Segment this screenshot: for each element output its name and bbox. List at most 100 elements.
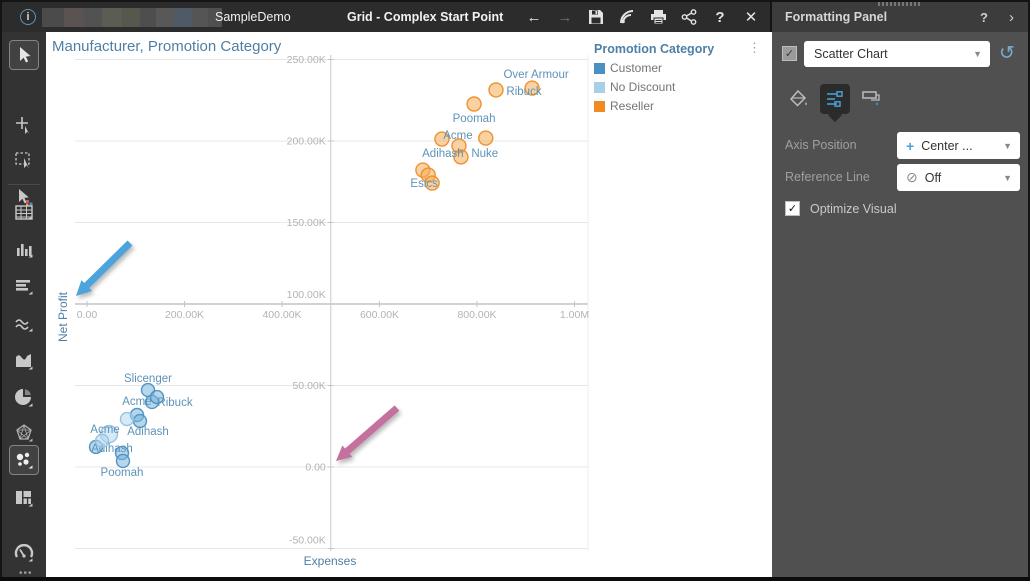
panel-collapse-icon[interactable]: › — [1009, 9, 1014, 26]
y-tick-label: 50.00K — [292, 380, 325, 392]
reference-line-dropdown[interactable]: ⊘ Off ▼ — [897, 164, 1020, 191]
scatter-point[interactable] — [149, 389, 165, 405]
axis-position-label: Axis Position — [785, 138, 857, 152]
tool-marquee-select[interactable] — [9, 145, 39, 175]
panel-drag-handle[interactable] — [878, 2, 922, 6]
x-tick-label: 400.00K — [262, 309, 301, 321]
scatter-chart-icon — [16, 452, 33, 469]
help-button[interactable]: ? — [715, 8, 725, 26]
top-bar: i SampleDemo Grid - Complex Start Point … — [2, 2, 770, 32]
legend-label: Customer — [610, 61, 663, 75]
point-label: Acme — [90, 424, 119, 436]
tool-scatter-chart[interactable] — [9, 445, 39, 475]
paint-roller-icon — [862, 91, 880, 106]
x-axis-title: Expenses — [303, 554, 357, 568]
y-tick-label: 250.00K — [287, 54, 326, 66]
dashboard-title: Grid - Complex Start Point — [347, 10, 504, 24]
save-button[interactable] — [585, 6, 607, 28]
x-tick-label: 1.00M — [560, 309, 589, 321]
scatter-point[interactable] — [478, 130, 494, 146]
back-button[interactable]: ← — [526, 8, 542, 26]
tab-settings[interactable] — [820, 84, 850, 114]
sliders-icon — [827, 91, 843, 107]
scatter-point[interactable] — [424, 175, 440, 191]
series-no-discount: Acme — [90, 411, 135, 449]
tab-style[interactable] — [784, 84, 814, 114]
info-icon[interactable]: i — [20, 9, 36, 25]
plus-cursor-icon — [16, 117, 30, 135]
scatter-point[interactable] — [488, 82, 504, 98]
tool-radar-chart[interactable] — [9, 418, 39, 448]
legend-swatch — [594, 81, 605, 93]
tool-pie-chart[interactable] — [9, 383, 39, 413]
off-icon: ⊘ — [906, 169, 918, 185]
tool-column-chart[interactable] — [9, 235, 39, 265]
area-chart-icon — [16, 354, 33, 370]
grid-icon — [15, 205, 33, 220]
scatter-plot[interactable]: 0.00 200.00K 400.00K 600.00K 800.00K 1.00M 250… — [46, 32, 772, 577]
optimize-visual-checkbox[interactable]: ✓ — [785, 201, 800, 216]
tool-sidebar: ••• — [2, 32, 46, 579]
legend-item-customer[interactable]: Customer — [594, 61, 769, 75]
point-label: Adihash — [127, 426, 169, 438]
gauge-icon — [14, 544, 34, 562]
tool-treemap-chart[interactable] — [9, 483, 39, 513]
tool-area-chart[interactable] — [9, 346, 39, 376]
tool-line-chart[interactable] — [9, 309, 39, 339]
reset-button[interactable]: ↺ — [999, 43, 1015, 64]
printer-icon — [650, 10, 666, 25]
scatter-point[interactable] — [524, 80, 540, 96]
pie-chart-icon — [15, 389, 33, 407]
share-icon — [681, 9, 697, 25]
tool-bar-chart[interactable] — [9, 272, 39, 302]
y-tick-label: 150.00K — [287, 217, 326, 229]
x-tick-label: 0.00 — [77, 309, 98, 321]
tool-add-visualization[interactable] — [9, 110, 39, 140]
scatter-point[interactable] — [453, 149, 469, 165]
legend-label: Reseller — [610, 99, 655, 113]
tool-pointer[interactable] — [9, 40, 39, 70]
point-label: Slicenger — [124, 373, 172, 385]
chevron-down-icon: ▼ — [1003, 172, 1012, 183]
annotation-blue-arrow — [76, 240, 133, 296]
legend-label: No Discount — [610, 80, 676, 94]
forward-button[interactable]: → — [557, 8, 573, 26]
print-button[interactable] — [647, 6, 669, 28]
paint-bucket-icon — [789, 89, 807, 107]
feed-button[interactable] — [616, 6, 638, 28]
scatter-point[interactable] — [115, 453, 131, 469]
share-button[interactable] — [678, 6, 700, 28]
legend-menu-icon[interactable]: ⋮ — [748, 40, 761, 55]
close-button[interactable]: ✕ — [744, 9, 758, 26]
sidebar-divider — [8, 184, 40, 185]
formatting-panel: ✓ Scatter Chart ▼ ↺ — [772, 32, 1028, 577]
scatter-point[interactable] — [119, 411, 135, 427]
sidebar-overflow-dots[interactable]: ••• — [19, 568, 33, 579]
scatter-point[interactable] — [94, 433, 110, 449]
series-reseller: Over Armour Ribuck Poomah Acme Nuke Adihash Es… — [410, 69, 569, 191]
chart-type-dropdown[interactable]: Scatter Chart ▼ — [804, 41, 990, 67]
x-tick-label: 200.00K — [165, 309, 204, 321]
panel-help-icon[interactable]: ? — [980, 10, 988, 25]
cursor-data-icon — [19, 189, 33, 206]
tab-conditional-format[interactable] — [856, 84, 886, 114]
legend-swatch — [594, 100, 605, 112]
tool-gauge-chart[interactable] — [9, 538, 39, 568]
chart-canvas: Manufacturer, Promotion Category Net Pro… — [46, 32, 772, 577]
cursor-icon — [20, 47, 31, 63]
axis-position-dropdown[interactable]: + Center ... ▼ — [897, 132, 1020, 159]
point-label: Over Armour — [503, 69, 568, 81]
point-label: Esics — [410, 178, 438, 190]
tool-select-data[interactable] — [9, 182, 39, 212]
point-label: Ribuck — [506, 86, 541, 98]
chart-type-value: Scatter Chart — [814, 47, 888, 61]
tool-grid-view[interactable] — [9, 198, 39, 228]
scatter-point[interactable] — [466, 96, 482, 112]
legend-title: Promotion Category — [594, 42, 715, 56]
chart-type-checkbox[interactable]: ✓ — [782, 46, 797, 61]
legend-item-reseller[interactable]: Reseller — [594, 99, 769, 113]
legend-item-no-discount[interactable]: No Discount — [594, 80, 769, 94]
scatter-point[interactable] — [434, 131, 450, 147]
point-label: Ribuck — [157, 397, 192, 409]
